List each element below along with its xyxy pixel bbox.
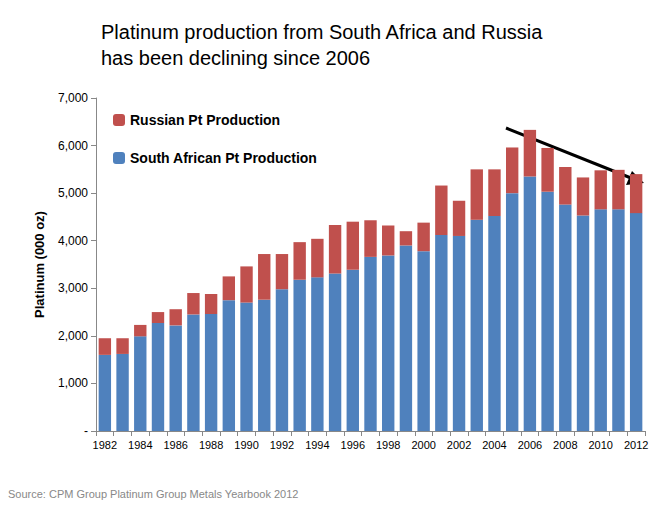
svg-text:1990: 1990 xyxy=(234,439,258,451)
svg-text:Russian Pt Production: Russian Pt Production xyxy=(130,112,280,128)
svg-text:5,000: 5,000 xyxy=(58,186,88,200)
svg-text:1986: 1986 xyxy=(163,439,187,451)
svg-text:Source: CPM Group Platinum Gro: Source: CPM Group Platinum Group Metals … xyxy=(8,488,298,500)
svg-text:1988: 1988 xyxy=(199,439,223,451)
svg-text:2004: 2004 xyxy=(482,439,506,451)
svg-text:1994: 1994 xyxy=(305,439,329,451)
svg-text:3,000: 3,000 xyxy=(58,281,88,295)
svg-text:2000: 2000 xyxy=(411,439,435,451)
svg-text:2010: 2010 xyxy=(588,439,612,451)
svg-text:South African Pt Production: South African Pt Production xyxy=(130,150,317,166)
svg-text:2008: 2008 xyxy=(553,439,577,451)
svg-text:1984: 1984 xyxy=(128,439,152,451)
svg-text:-: - xyxy=(84,424,88,438)
svg-text:2006: 2006 xyxy=(518,439,542,451)
svg-text:2002: 2002 xyxy=(447,439,471,451)
svg-text:1982: 1982 xyxy=(93,439,117,451)
svg-text:Platinum (000 oz): Platinum (000 oz) xyxy=(32,211,47,318)
svg-text:7,000: 7,000 xyxy=(58,91,88,105)
svg-text:has been declining since 2006: has been declining since 2006 xyxy=(101,47,370,69)
svg-text:1992: 1992 xyxy=(270,439,294,451)
svg-text:2012: 2012 xyxy=(624,439,648,451)
svg-text:2,000: 2,000 xyxy=(58,329,88,343)
svg-text:1998: 1998 xyxy=(376,439,400,451)
svg-text:1,000: 1,000 xyxy=(58,376,88,390)
svg-text:4,000: 4,000 xyxy=(58,234,88,248)
svg-text:1996: 1996 xyxy=(341,439,365,451)
svg-text:Platinum production from South: Platinum production from South Africa an… xyxy=(101,21,543,43)
svg-text:6,000: 6,000 xyxy=(58,139,88,153)
